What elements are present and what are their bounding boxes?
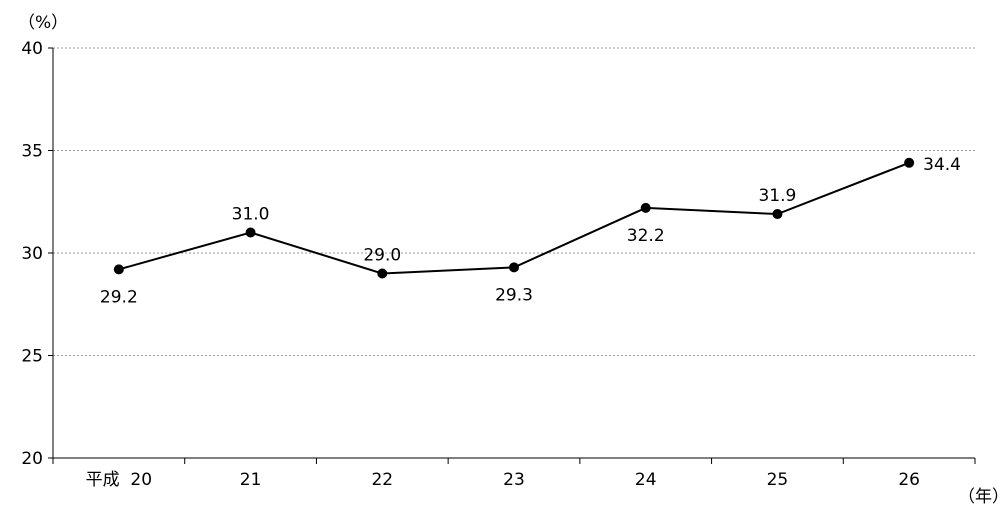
data-label: 29.3 xyxy=(495,285,533,305)
data-point xyxy=(509,262,519,273)
y-axis-unit-label: （%） xyxy=(18,13,68,33)
y-tick-label: 35 xyxy=(21,142,43,162)
data-label: 29.2 xyxy=(100,287,138,307)
x-axis-unit-label: （年） xyxy=(958,487,1008,507)
data-label: 31.9 xyxy=(758,186,796,206)
y-tick-label: 40 xyxy=(21,39,43,59)
data-label: 31.0 xyxy=(232,205,270,225)
x-tick-label: 23 xyxy=(503,470,525,490)
x-tick-label: 平成 20 xyxy=(86,470,152,490)
data-point xyxy=(377,268,388,279)
data-label: 34.4 xyxy=(923,155,961,175)
x-tick-label: 26 xyxy=(898,470,920,490)
y-tick-label: 20 xyxy=(21,449,43,469)
data-label: 29.0 xyxy=(363,246,401,266)
x-tick-label: 21 xyxy=(240,470,262,490)
data-point xyxy=(113,264,124,275)
data-label: 32.2 xyxy=(627,226,665,246)
x-tick-label: 24 xyxy=(635,470,657,490)
x-tick-label: 25 xyxy=(767,470,789,490)
data-point xyxy=(245,227,256,238)
data-point xyxy=(640,202,651,213)
y-tick-label: 25 xyxy=(21,347,43,367)
y-tick-label: 30 xyxy=(21,244,43,264)
data-point xyxy=(904,157,915,168)
x-tick-label: 22 xyxy=(371,470,393,490)
data-point xyxy=(772,209,783,220)
